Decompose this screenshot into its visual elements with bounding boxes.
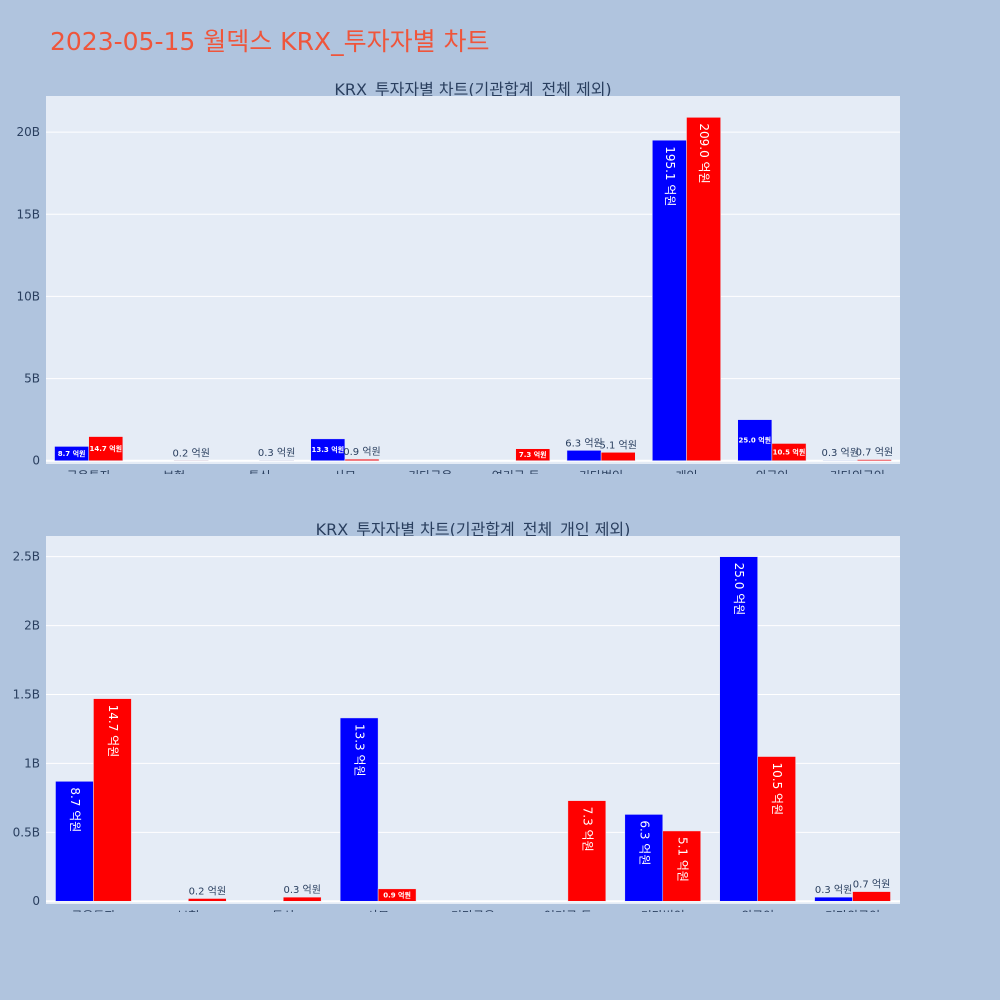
y-tick-label: 2B bbox=[24, 619, 40, 633]
bar bbox=[567, 800, 607, 902]
bar bbox=[282, 896, 322, 902]
y-tick-label: 0 bbox=[32, 454, 40, 468]
x-tick-label: 투신 bbox=[248, 469, 270, 474]
bar bbox=[814, 896, 853, 902]
chart-title: KRX_투자자별 차트(기관합계_전체_개인 제외) bbox=[316, 520, 631, 540]
x-tick-label: 기타금융 bbox=[408, 469, 452, 474]
x-tick-label: 기타법인 bbox=[579, 469, 623, 474]
bar-data-label: 0.7 억원 bbox=[853, 879, 890, 891]
x-tick-label: 기타외국인 bbox=[825, 909, 880, 912]
bar-data-label: 10.5 억원 bbox=[773, 447, 806, 456]
bar bbox=[310, 438, 346, 461]
bar-data-label: 0.2 억원 bbox=[189, 885, 226, 897]
x-tick-label: 기타외국인 bbox=[830, 469, 885, 474]
bar bbox=[377, 888, 417, 902]
bar bbox=[652, 139, 687, 461]
x-tick-label: 개인 bbox=[675, 469, 697, 474]
x-tick-label: 연기금 등 bbox=[492, 469, 540, 474]
x-tick-label: 금융투자 bbox=[67, 469, 111, 474]
bar-data-label: 13.3 억원 bbox=[312, 445, 345, 454]
bar-data-label: 10.5 억원 bbox=[770, 763, 784, 816]
x-tick-label: 금융투자 bbox=[71, 909, 115, 912]
x-tick-label: 사모 bbox=[367, 909, 389, 912]
bar-data-label: 209.0 억원 bbox=[697, 123, 711, 183]
bar-data-label: 8.7 억원 bbox=[68, 787, 82, 832]
x-tick-label: 연기금 등 bbox=[544, 909, 592, 912]
bar-data-label: 0.3 억원 bbox=[821, 447, 858, 459]
x-tick-label: 보험 bbox=[163, 469, 185, 474]
y-tick-label: 1.5B bbox=[13, 688, 40, 702]
bar bbox=[686, 117, 721, 461]
bar bbox=[852, 891, 891, 902]
bar-data-label: 25.0 억원 bbox=[739, 436, 772, 445]
x-tick-label: 보험 bbox=[177, 909, 199, 912]
bar bbox=[344, 458, 380, 461]
y-tick-label: 1B bbox=[24, 756, 40, 770]
bar-data-label: 14.7 억원 bbox=[106, 705, 120, 758]
bar-data-label: 6.3 억원 bbox=[637, 820, 651, 865]
bar bbox=[515, 448, 551, 461]
bar-data-label: 14.7 억원 bbox=[89, 444, 122, 453]
bar-data-label: 7.3 억원 bbox=[580, 807, 594, 852]
bar bbox=[662, 830, 701, 902]
bar bbox=[600, 452, 636, 461]
x-tick-label: 투신 bbox=[272, 909, 294, 912]
bar bbox=[55, 781, 94, 902]
bar bbox=[624, 814, 664, 902]
chart-top: KRX_투자자별 차트(기관합계_전체 제외) 0 5B 10B 15B 20B 8.7… bbox=[16, 80, 900, 474]
y-tick-label: 15B bbox=[16, 207, 40, 221]
bar-data-label: 5.1 억원 bbox=[599, 439, 636, 451]
bar-data-label: 195.1 억원 bbox=[663, 146, 677, 206]
bar bbox=[737, 419, 773, 461]
bar-data-label: 13.3 억원 bbox=[353, 724, 367, 777]
bar-data-label: 7.3 억원 bbox=[519, 450, 547, 459]
bar bbox=[188, 898, 227, 902]
x-tick-label: 사모 bbox=[334, 469, 356, 474]
bar bbox=[771, 443, 807, 461]
y-tick-label: 10B bbox=[16, 289, 40, 303]
x-tick-label: 외국인 bbox=[755, 469, 788, 474]
chart-bottom: KRX_투자자별 차트(기관합계_전체_개인 제외) 0 0.5B 1B 1.5B 2B… bbox=[13, 520, 900, 912]
x-tick-label: 기타금융 bbox=[451, 909, 495, 912]
bar bbox=[857, 459, 892, 461]
bar bbox=[757, 756, 796, 902]
bar-data-label: 0.3 억원 bbox=[258, 447, 295, 459]
bar-data-label: 5.1 억원 bbox=[675, 837, 689, 882]
y-tick-label: 20B bbox=[16, 125, 40, 139]
bar bbox=[88, 436, 124, 461]
bar-data-label: 25.0 억원 bbox=[732, 563, 746, 616]
y-tick-label: 0.5B bbox=[13, 825, 40, 839]
bar bbox=[566, 450, 602, 461]
x-tick-label: 외국인 bbox=[741, 909, 774, 912]
page-title: 2023-05-15 월덱스 KRX_투자자별 차트 bbox=[50, 27, 490, 56]
bar-data-label: 0.3 억원 bbox=[815, 884, 852, 896]
bar bbox=[93, 698, 132, 902]
plot-area bbox=[46, 96, 900, 464]
y-tick-label: 0 bbox=[32, 894, 40, 908]
bar-data-label: 6.3 억원 bbox=[565, 437, 602, 449]
chart-title: KRX_투자자별 차트(기관합계_전체 제외) bbox=[334, 80, 611, 100]
bar-data-label: 0.2 억원 bbox=[172, 447, 209, 459]
y-tick-label: 5B bbox=[24, 372, 40, 386]
bar bbox=[339, 717, 379, 902]
bar-data-label: 0.3 억원 bbox=[283, 884, 320, 896]
bar-data-label: 0.7 억원 bbox=[856, 447, 893, 459]
bar-data-label: 8.7 억원 bbox=[58, 449, 86, 458]
bar-data-label: 0.9 억원 bbox=[343, 446, 380, 458]
y-tick-label: 2.5B bbox=[13, 550, 40, 564]
bar bbox=[719, 556, 758, 902]
x-tick-label: 기타법인 bbox=[641, 909, 685, 912]
bar-data-label: 0.9 억원 bbox=[383, 890, 411, 899]
